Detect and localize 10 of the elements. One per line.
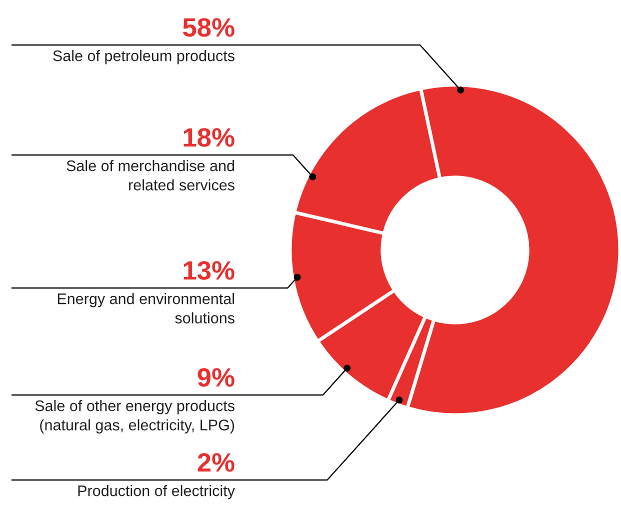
slice-label: Sale of petroleum products [53, 50, 234, 64]
data-label: 9% [198, 368, 234, 387]
slice-label: Sale of merchandise and related services [66, 160, 234, 190]
slice-label: Sale of other energy products (natural gas, electricity, LPG) [35, 400, 234, 434]
data-label: 18% [184, 128, 234, 147]
slice-label: Production of electricity [78, 485, 235, 500]
data-label: 2% [198, 453, 234, 472]
slice-label: Energy and environmental solutions [58, 293, 234, 324]
data-label: 58% [182, 18, 234, 37]
data-label: 13% [184, 261, 234, 280]
